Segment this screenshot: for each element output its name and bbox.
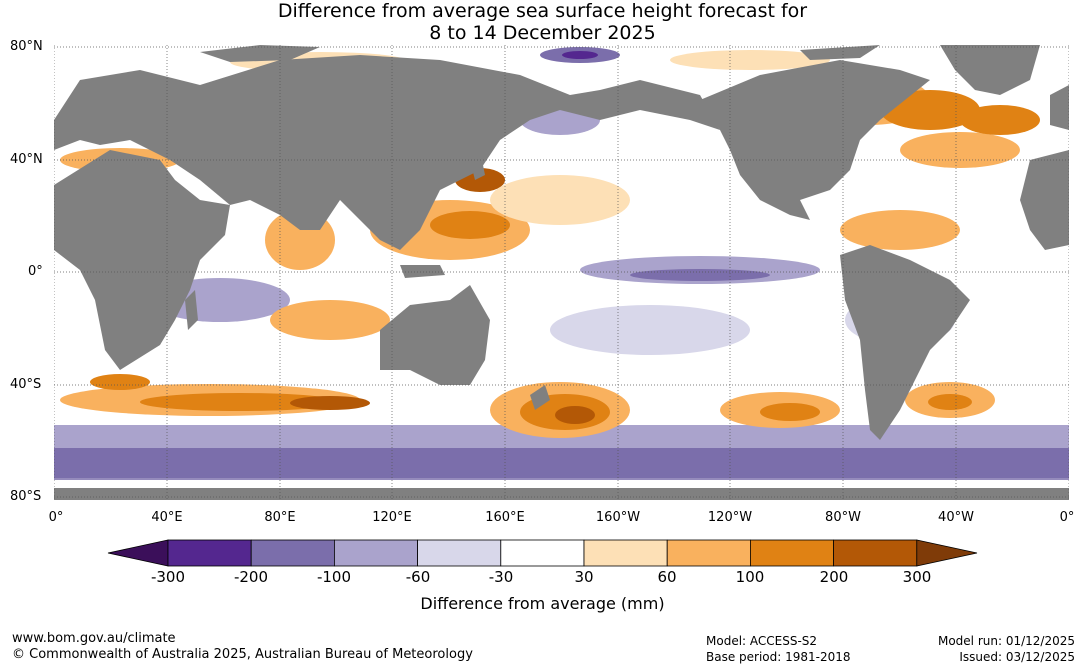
- colorbar-tick: 30: [574, 568, 594, 586]
- lat-label-40s: 40°S: [10, 377, 42, 392]
- colorbar-tick: -300: [150, 568, 186, 586]
- land-masses: [54, 45, 1069, 500]
- africa: [54, 150, 230, 370]
- lat-label-40n: 40°N: [10, 152, 43, 167]
- copyright-text: © Commonwealth of Australia 2025, Austra…: [12, 647, 473, 662]
- colorbar-tick: 300: [902, 568, 932, 586]
- colorbar-segment: [500, 539, 585, 567]
- colorbar-tick: -200: [233, 568, 269, 586]
- lat-label-0: 0°: [28, 264, 43, 279]
- colorbar-segment: [167, 539, 252, 567]
- colorbar-extend-high: [916, 539, 978, 567]
- lon-label-40w: 40°W: [938, 510, 974, 525]
- colorbar-segment: [583, 539, 668, 567]
- colorbar-extend-low: [107, 539, 169, 567]
- bom-url-link[interactable]: www.bom.gov.au/climate: [12, 631, 176, 646]
- lat-label-80n: 80°N: [10, 39, 43, 54]
- colorbar-segment: [417, 539, 502, 567]
- colorbar-tick: -30: [488, 568, 514, 586]
- colorbar-segment: [666, 539, 751, 567]
- south-america: [840, 245, 970, 440]
- colorbar-tick: 200: [819, 568, 849, 586]
- footer-dates: Model run: 01/12/2025 Issued: 03/12/2025: [938, 633, 1075, 665]
- colorbar-tick: -100: [316, 568, 352, 586]
- chart-title-line2: 8 to 14 December 2025: [429, 22, 656, 44]
- colorbar-tick: -60: [405, 568, 431, 586]
- lon-label-80w: 80°W: [825, 510, 861, 525]
- colorbar-segment: [333, 539, 418, 567]
- lat-label-80s: 80°S: [10, 489, 42, 504]
- lon-label-0-left: 0°: [48, 510, 64, 525]
- colorbar-segment: [250, 539, 335, 567]
- greenland: [940, 45, 1040, 95]
- australia: [380, 285, 490, 385]
- footer-model-info: Model: ACCESS-S2 Base period: 1981-2018: [706, 633, 851, 665]
- eurasia: [54, 55, 720, 250]
- lon-label-80e: 80°E: [264, 510, 296, 525]
- colorbar-label: Difference from average (mm): [420, 594, 665, 613]
- chart-title-line1: Difference from average sea surface heig…: [277, 0, 808, 22]
- base-period: Base period: 1981-2018: [706, 650, 851, 664]
- lon-label-0-right: 0°: [1059, 510, 1075, 525]
- issued-date: Issued: 03/12/2025: [959, 650, 1075, 664]
- footer-left: www.bom.gov.au/climate © Commonwealth of…: [12, 631, 473, 663]
- lon-label-40e: 40°E: [151, 510, 183, 525]
- north-america: [700, 60, 930, 220]
- colorbar-segment: [833, 539, 918, 567]
- lon-label-120w: 120°W: [707, 510, 753, 525]
- colorbar-tick: 100: [735, 568, 765, 586]
- model-name: Model: ACCESS-S2: [706, 634, 818, 648]
- map-gridlines: [54, 45, 1069, 500]
- lon-label-160w: 160°W: [595, 510, 641, 525]
- antarctica: [54, 488, 1069, 500]
- lon-label-120e: 120°E: [372, 510, 412, 525]
- model-run-date: Model run: 01/12/2025: [937, 634, 1075, 648]
- colorbar-segment: [750, 539, 835, 567]
- lon-label-160e: 160°E: [485, 510, 525, 525]
- colorbar-tick: 60: [657, 568, 677, 586]
